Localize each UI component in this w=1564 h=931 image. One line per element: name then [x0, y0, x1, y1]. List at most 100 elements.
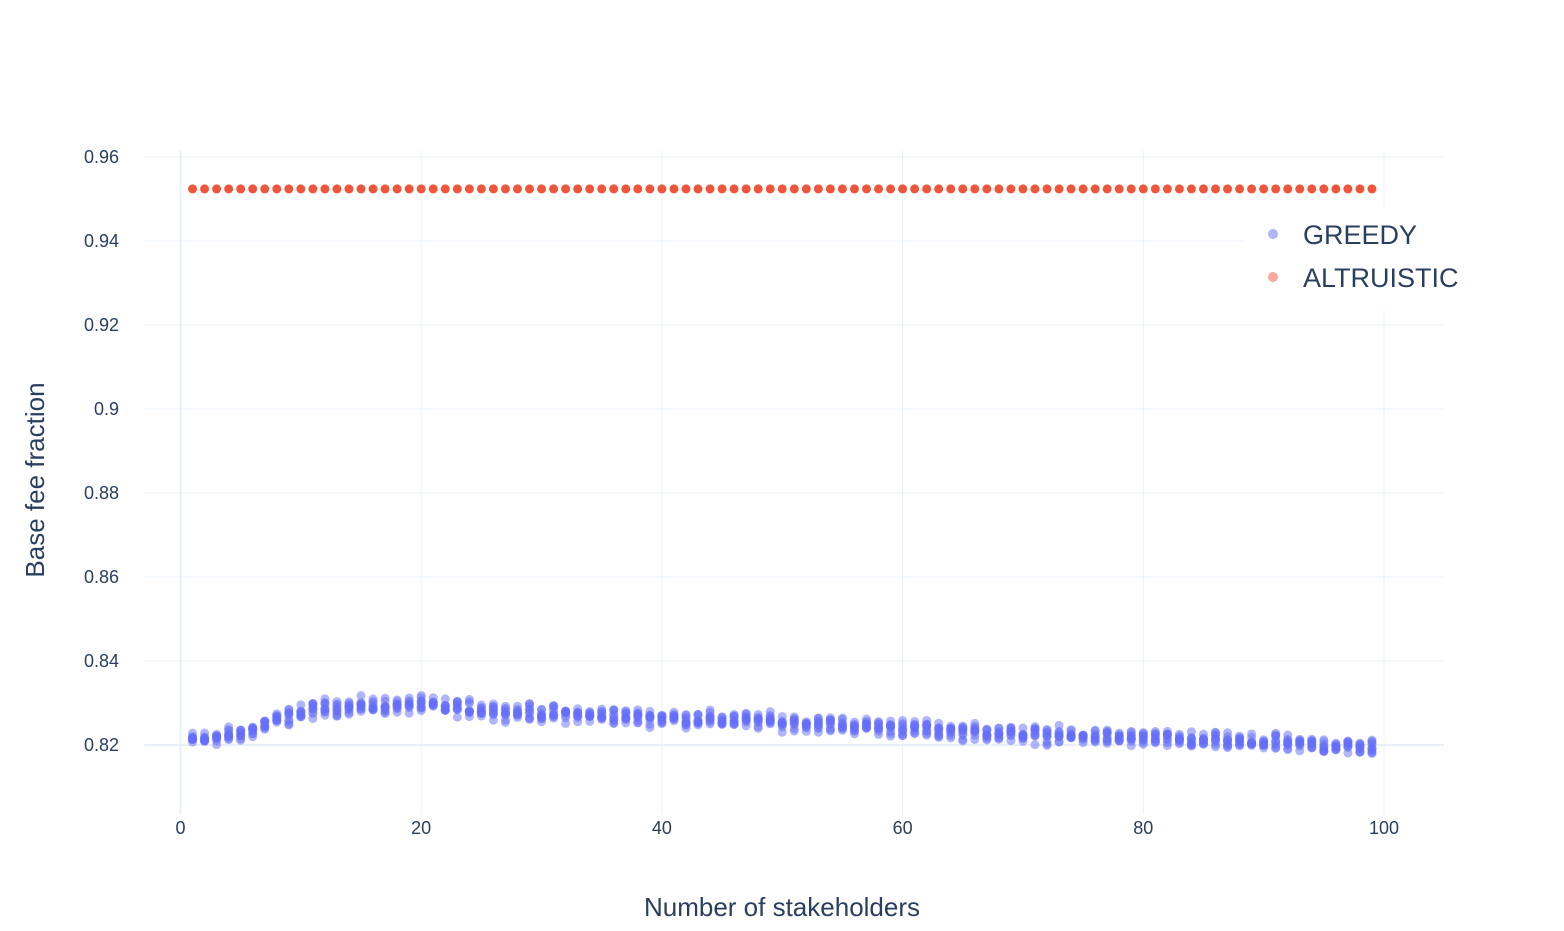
- altruistic-point: [922, 184, 932, 194]
- y-tick-label: 0.94: [84, 231, 119, 251]
- greedy-point: [958, 724, 968, 734]
- x-axis-ticks: 0 20 40 60 80 100: [175, 818, 1399, 838]
- greedy-point: [1018, 731, 1028, 741]
- legend-marker-greedy: [1268, 229, 1278, 239]
- y-tick-label: 0.84: [84, 651, 119, 671]
- altruistic-point: [332, 184, 342, 194]
- altruistic-point: [512, 184, 522, 194]
- altruistic-point: [609, 184, 619, 194]
- greedy-point: [621, 707, 631, 717]
- altruistic-point: [898, 184, 908, 194]
- greedy-point: [777, 712, 787, 722]
- greedy-point: [934, 724, 944, 734]
- greedy-point: [1042, 740, 1052, 750]
- greedy-point: [1331, 738, 1341, 748]
- altruistic-series: [188, 184, 1377, 194]
- altruistic-point: [934, 184, 944, 194]
- altruistic-point: [212, 184, 222, 194]
- y-tick-label: 0.88: [84, 483, 119, 503]
- greedy-point: [320, 710, 330, 720]
- greedy-point: [1078, 731, 1088, 741]
- altruistic-point: [1331, 184, 1341, 194]
- greedy-point: [500, 715, 510, 725]
- altruistic-point: [789, 184, 799, 194]
- greedy-point: [705, 717, 715, 727]
- greedy-point: [813, 713, 823, 723]
- greedy-point: [1283, 744, 1293, 754]
- altruistic-point: [994, 184, 1004, 194]
- altruistic-point: [537, 184, 547, 194]
- legend-marker-altruistic: [1268, 272, 1278, 282]
- legend-label-greedy: GREEDY: [1303, 220, 1417, 250]
- altruistic-point: [1042, 184, 1052, 194]
- greedy-point: [633, 718, 643, 728]
- greedy-point: [1247, 729, 1257, 739]
- greedy-point: [380, 693, 390, 703]
- greedy-point: [260, 716, 270, 726]
- greedy-point: [1271, 736, 1281, 746]
- greedy-point: [1355, 747, 1365, 757]
- altruistic-point: [1271, 184, 1281, 194]
- greedy-point: [1367, 738, 1377, 748]
- greedy-point: [525, 701, 535, 711]
- altruistic-point: [392, 184, 402, 194]
- y-tick-label: 0.96: [84, 147, 119, 167]
- altruistic-point: [910, 184, 920, 194]
- greedy-point: [332, 697, 342, 707]
- altruistic-point: [645, 184, 655, 194]
- grid-lines: [144, 150, 1445, 815]
- legend-item-greedy[interactable]: GREEDY: [1268, 220, 1417, 250]
- altruistic-point: [765, 184, 775, 194]
- altruistic-point: [1186, 184, 1196, 194]
- x-tick-label: 0: [175, 818, 185, 838]
- greedy-point: [1307, 742, 1317, 752]
- greedy-point: [825, 725, 835, 735]
- greedy-point: [1295, 740, 1305, 750]
- greedy-point: [585, 716, 595, 726]
- greedy-point: [789, 726, 799, 736]
- altruistic-point: [1126, 184, 1136, 194]
- altruistic-point: [837, 184, 847, 194]
- greedy-point: [1030, 726, 1040, 736]
- altruistic-point: [224, 184, 234, 194]
- x-tick-label: 20: [411, 818, 431, 838]
- altruistic-point: [861, 184, 871, 194]
- greedy-point: [645, 719, 655, 729]
- greedy-point: [1271, 730, 1281, 740]
- greedy-point: [693, 711, 703, 721]
- altruistic-point: [561, 184, 571, 194]
- greedy-point: [320, 699, 330, 709]
- greedy-point: [464, 697, 474, 707]
- greedy-point: [669, 707, 679, 717]
- greedy-point: [633, 710, 643, 720]
- greedy-point: [1247, 739, 1257, 749]
- altruistic-point: [753, 184, 763, 194]
- greedy-point: [886, 729, 896, 739]
- y-tick-label: 0.92: [84, 315, 119, 335]
- greedy-point: [922, 716, 932, 726]
- greedy-point: [272, 715, 282, 725]
- altruistic-point: [356, 184, 366, 194]
- altruistic-point: [549, 184, 559, 194]
- altruistic-point: [452, 184, 462, 194]
- altruistic-point: [813, 184, 823, 194]
- legend[interactable]: GREEDY ALTRUISTIC: [1244, 206, 1554, 310]
- greedy-point: [693, 718, 703, 728]
- altruistic-point: [1283, 184, 1293, 194]
- greedy-point: [296, 700, 306, 710]
- legend-background: [1244, 206, 1554, 310]
- altruistic-point: [958, 184, 968, 194]
- legend-label-altruistic: ALTRUISTIC: [1303, 263, 1459, 293]
- greedy-point: [236, 725, 246, 735]
- altruistic-point: [1090, 184, 1100, 194]
- altruistic-point: [982, 184, 992, 194]
- altruistic-point: [597, 184, 607, 194]
- greedy-point: [440, 704, 450, 714]
- greedy-point: [452, 712, 462, 722]
- greedy-point: [934, 731, 944, 741]
- greedy-point: [1283, 734, 1293, 744]
- altruistic-point: [284, 184, 294, 194]
- legend-item-altruistic[interactable]: ALTRUISTIC: [1268, 263, 1459, 293]
- greedy-point: [200, 734, 210, 744]
- greedy-point: [428, 697, 438, 707]
